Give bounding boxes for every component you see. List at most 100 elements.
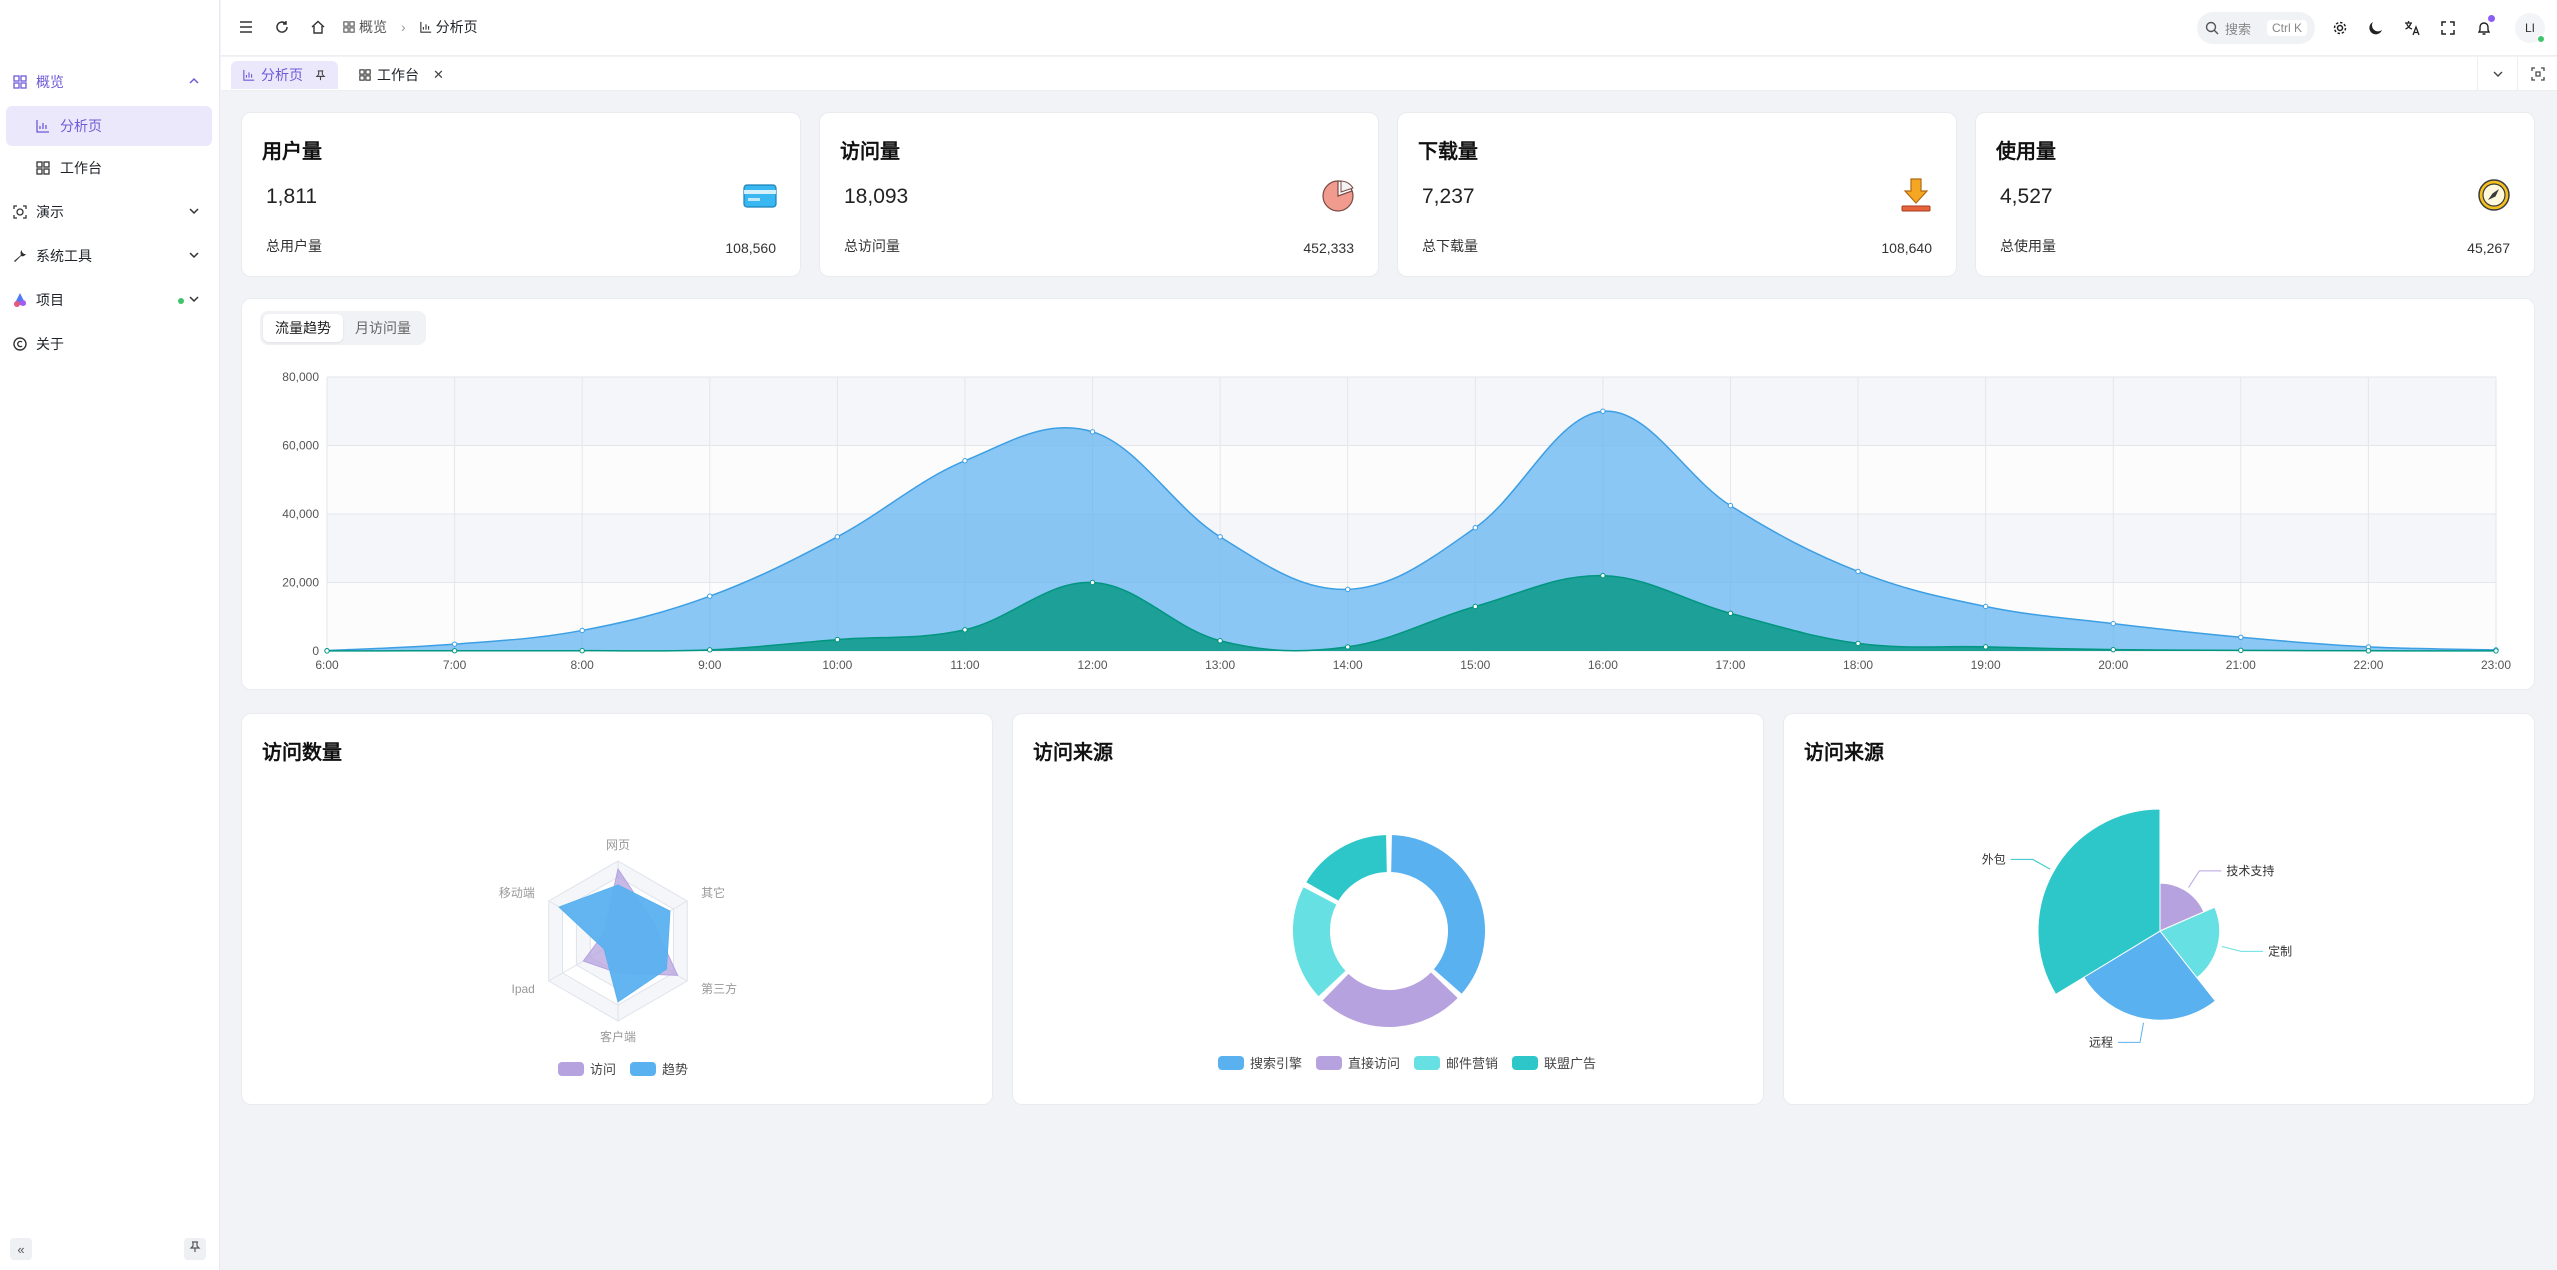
pin-sidebar-button[interactable]: [184, 1238, 206, 1260]
stat-card-usage: 使用量 4,527 总使用量 45,267: [1975, 112, 2535, 277]
data-point: [2238, 634, 2244, 640]
legend-item[interactable]: 邮件营销: [1414, 1053, 1498, 1072]
menu-toggle-button[interactable]: [235, 16, 257, 38]
bell-icon: [2477, 22, 2491, 35]
stat-card-downloads: 下载量 7,237 总下载量 108,640: [1397, 112, 1957, 277]
menu-item-workspace[interactable]: 工作台: [6, 148, 212, 188]
x-tick-label: 22:00: [2353, 658, 2383, 672]
legend-item[interactable]: 搜索引擎: [1218, 1053, 1302, 1072]
x-tick-label: 7:00: [443, 658, 467, 672]
legend-item[interactable]: 趋势: [630, 1059, 688, 1078]
stat-foot-label: 总访问量: [844, 238, 900, 254]
tab-workspace[interactable]: 工作台 ✕: [347, 61, 456, 89]
data-point: [1217, 638, 1223, 644]
radar-indicator-label: 第三方: [701, 981, 737, 996]
menu-item-analysis[interactable]: 分析页: [6, 106, 212, 146]
menu-group-project[interactable]: 项目: [0, 278, 220, 322]
stat-foot-value: 108,640: [1881, 240, 1932, 256]
collapse-sidebar-button[interactable]: «: [10, 1238, 32, 1260]
x-tick-label: 12:00: [1078, 658, 1108, 672]
rose-label: 定制: [2268, 943, 2292, 958]
chart-icon: [36, 118, 52, 134]
donut-card: 访问来源 搜索引擎 直接访问 邮件营销 联盟广告: [1012, 713, 1764, 1105]
copyright-icon: [12, 336, 28, 352]
x-tick-label: 19:00: [1971, 658, 2001, 672]
settings-button[interactable]: [2329, 17, 2351, 39]
menu-label: 项目: [36, 292, 64, 308]
x-tick-label: 23:00: [2481, 658, 2511, 672]
data-point: [2493, 648, 2499, 654]
legend-swatch: [1316, 1055, 1343, 1070]
data-point: [2238, 647, 2244, 654]
legend-item[interactable]: 联盟广告: [1512, 1053, 1596, 1072]
donut-legend: 搜索引擎 直接访问 邮件营销 联盟广告: [1218, 1053, 1596, 1072]
theme-toggle-button[interactable]: [2365, 17, 2387, 39]
notifications-button[interactable]: [2473, 15, 2495, 39]
legend-label: 访问: [590, 1062, 617, 1077]
panel-title: 访问来源: [1033, 742, 1113, 764]
card-icon: [742, 177, 778, 213]
data-point: [1855, 640, 1861, 647]
data-point: [1727, 610, 1734, 617]
tab-monthly-visits[interactable]: 月访问量: [355, 320, 411, 336]
x-tick-label: 9:00: [698, 658, 722, 672]
menu-group-demo[interactable]: 演示: [0, 190, 220, 234]
pie-icon: [1320, 177, 1356, 213]
avatar[interactable]: LI: [2515, 13, 2545, 43]
tab-label: 工作台: [377, 67, 419, 83]
data-point: [1472, 603, 1478, 610]
radar-indicator-label: Ipad: [512, 982, 535, 996]
data-point: [962, 458, 968, 464]
legend-item[interactable]: 直接访问: [1316, 1053, 1400, 1072]
double-chevron-left-icon: «: [17, 1241, 25, 1257]
menu-label: 概览: [36, 74, 64, 90]
tab-analysis[interactable]: 分析页: [231, 61, 338, 89]
data-point: [1089, 579, 1096, 586]
menu-label: 关于: [36, 336, 64, 352]
x-tick-label: 16:00: [1588, 658, 1618, 672]
breadcrumb-separator-icon: ›: [401, 19, 406, 35]
menu-group-about[interactable]: 关于: [0, 322, 220, 366]
data-point: [1982, 603, 1989, 610]
home-button[interactable]: [307, 16, 329, 38]
rose-label-line: [2117, 1022, 2145, 1043]
data-point: [579, 647, 585, 654]
rose-label: 技术支持: [2226, 863, 2274, 878]
stat-value: 1,811: [266, 185, 317, 208]
breadcrumb-item-overview[interactable]: 概览: [343, 17, 387, 37]
x-tick-label: 14:00: [1333, 658, 1363, 672]
tab-traffic-trend[interactable]: 流量趋势: [263, 314, 343, 342]
x-tick-label: 17:00: [1715, 658, 1745, 672]
top-header: 概览 › 分析页 搜索 Ctrl K LI: [221, 0, 2557, 56]
y-tick-label: 20,000: [282, 576, 319, 590]
rose-label-line: [2010, 858, 2051, 870]
data-point: [451, 648, 458, 654]
search-button[interactable]: 搜索 Ctrl K: [2197, 12, 2315, 44]
donut-slice: [1320, 970, 1461, 1029]
y-tick-label: 80,000: [282, 370, 319, 384]
data-point: [2365, 648, 2372, 654]
close-tab-icon[interactable]: ✕: [433, 67, 444, 82]
radar-series: [558, 884, 671, 1003]
sidebar: 概览 分析页 工作台 演示: [0, 0, 220, 1270]
fullscreen-icon: [2441, 21, 2455, 35]
radar-card: 访问数量 网页 其它 第三方 客户端 Ipad 移动端 访问 趋势: [241, 713, 993, 1105]
menu-label: 工作台: [60, 160, 102, 176]
menu-group-tools[interactable]: 系统工具: [0, 234, 220, 278]
legend-item[interactable]: 访问: [558, 1059, 616, 1078]
x-tick-label: 8:00: [570, 658, 594, 672]
data-point: [2110, 620, 2116, 627]
menu-group-overview[interactable]: 概览: [0, 60, 220, 104]
legend-label: 趋势: [662, 1062, 689, 1077]
rose-label: 远程: [2089, 1034, 2113, 1049]
fullscreen-button[interactable]: [2437, 17, 2459, 39]
avatar-text: LI: [2524, 21, 2535, 35]
data-point: [324, 648, 330, 654]
stat-foot-label: 总下载量: [1422, 238, 1478, 254]
tab-maximize-button[interactable]: [2517, 57, 2557, 91]
tab-more-button[interactable]: [2477, 57, 2517, 91]
language-button[interactable]: [2401, 17, 2423, 39]
rose-card: 访问来源 技术支持 定制 远程 外包: [1783, 713, 2535, 1105]
refresh-button[interactable]: [271, 16, 293, 38]
